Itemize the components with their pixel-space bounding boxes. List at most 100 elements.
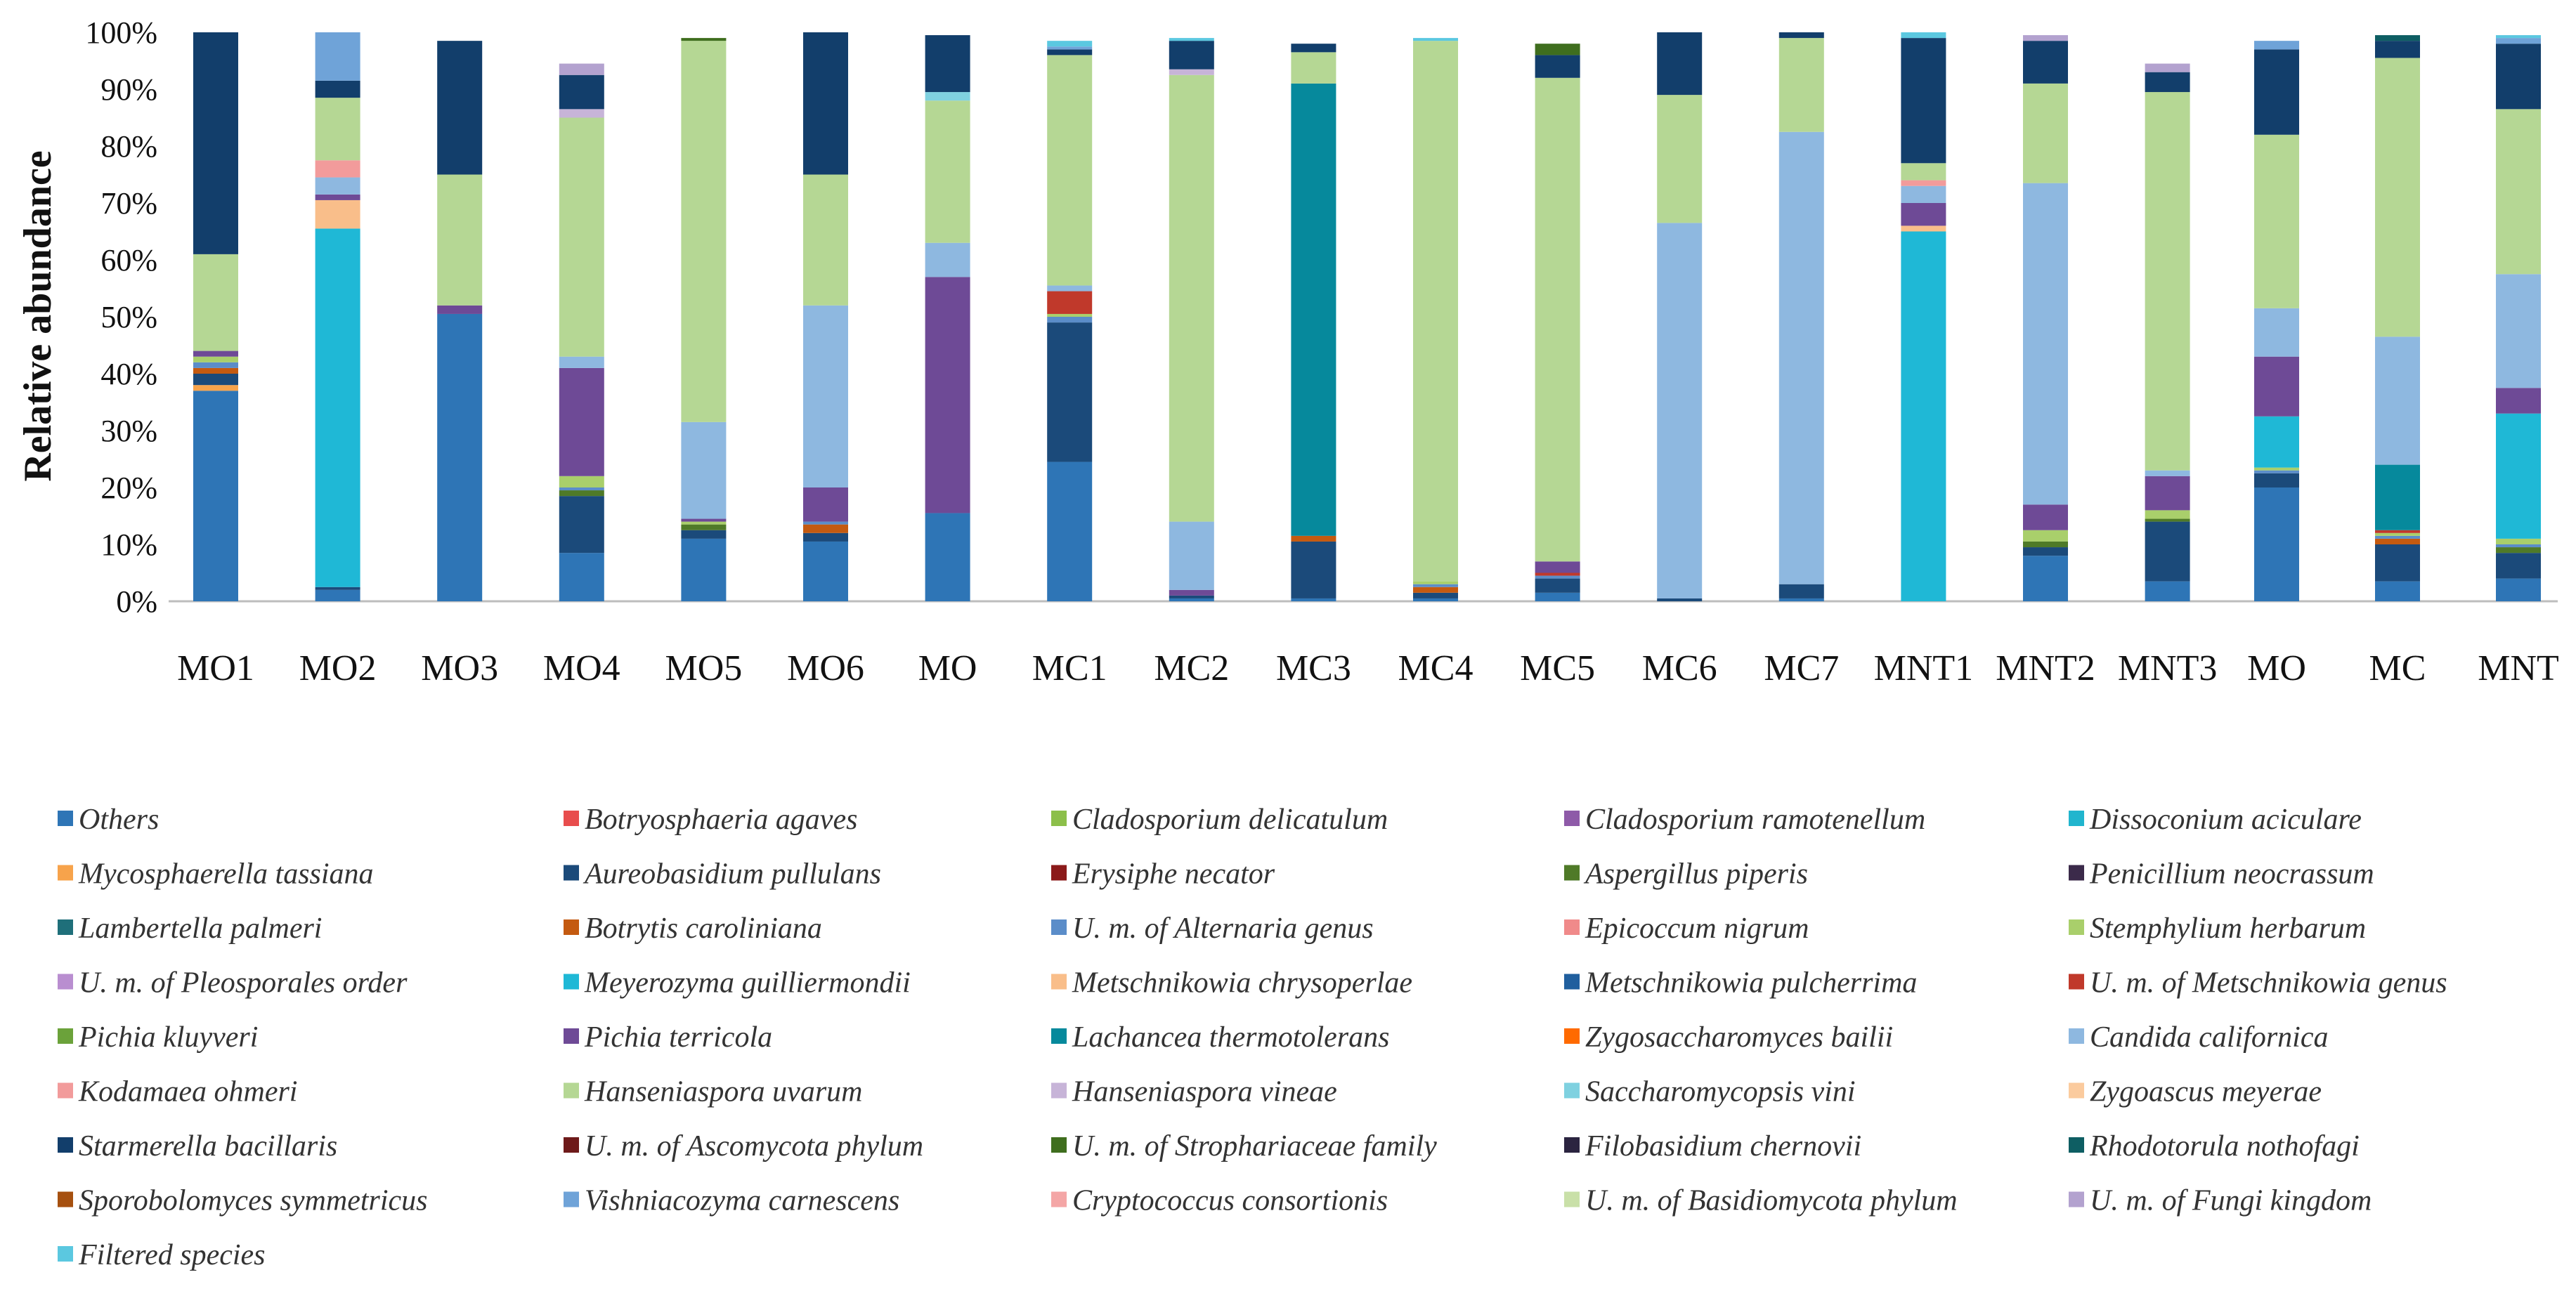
bar-segment <box>437 41 483 175</box>
legend-label: Filtered species <box>78 1239 266 1271</box>
legend-swatch <box>2069 974 2084 990</box>
bar-segment <box>315 228 360 587</box>
legend-label: Pichia terricola <box>584 1021 772 1054</box>
legend-swatch <box>1564 1028 1580 1044</box>
bar-segment <box>193 391 238 601</box>
bar-segment <box>2145 510 2190 519</box>
bar-segment <box>1291 541 1336 598</box>
legend-swatch <box>564 1082 579 1099</box>
x-tick-label: MO5 <box>665 648 743 688</box>
legend-swatch <box>1564 1191 1580 1207</box>
bar-segment <box>2254 470 2299 473</box>
bar-segment <box>2023 83 2068 183</box>
x-tick-label: MO6 <box>787 648 864 688</box>
bar-segment <box>559 117 604 357</box>
legend-swatch <box>564 919 579 935</box>
legend-swatch <box>58 919 73 935</box>
legend-label: Kodamaea ohmeri <box>78 1076 297 1108</box>
bar-segment <box>1901 163 1946 181</box>
legend-swatch <box>58 1137 73 1153</box>
legend-label: U. m. of Fungi kingdom <box>2090 1185 2372 1217</box>
legend-label: Filobasidium chernovii <box>1585 1130 1861 1163</box>
legend-label: Stemphylium herbarum <box>2090 912 2366 945</box>
bar-segment <box>2145 92 2190 471</box>
bar-segment <box>925 513 970 601</box>
bar-segment <box>559 476 604 487</box>
bar-segment <box>1901 203 1946 226</box>
legend-swatch <box>1564 811 1580 826</box>
legend-label: Zygoascus meyerae <box>2090 1076 2322 1108</box>
bar-segment <box>315 32 360 81</box>
bar-segment <box>681 41 727 422</box>
legend-swatch <box>564 811 579 826</box>
legend-swatch <box>2069 1137 2084 1153</box>
legend-swatch <box>564 1028 579 1044</box>
bar-segment <box>1535 575 1580 579</box>
bar-segment <box>1535 578 1580 593</box>
y-tick-label: 80% <box>100 129 157 164</box>
legend-swatch <box>564 1191 579 1207</box>
bar-segment <box>681 524 727 530</box>
bar-segment <box>925 242 970 277</box>
bar-segment <box>2023 504 2068 530</box>
bar-segment <box>2375 41 2420 58</box>
legend-swatch <box>1564 1137 1580 1153</box>
bar-segment <box>1047 317 1093 323</box>
y-tick-label: 50% <box>100 300 157 334</box>
legend-label: Cladosporium delicatulum <box>1072 804 1388 836</box>
legend-label: Meyerozyma guilliermondii <box>584 967 911 1000</box>
legend-swatch <box>2069 1028 2084 1044</box>
bar-segment <box>803 32 848 175</box>
bar-segment <box>2496 38 2541 44</box>
bar-segment <box>1047 285 1093 292</box>
bar-segment <box>1169 589 1214 596</box>
bar-segment <box>1535 572 1580 576</box>
legend-label: Aspergillus piperis <box>1583 858 1808 891</box>
legend-swatch <box>2069 919 2084 935</box>
legend-label: Aureobasidium pullulans <box>583 858 881 891</box>
bar-segment <box>1901 32 1946 39</box>
x-tick-label: MC3 <box>1276 648 1351 688</box>
bar-segment <box>193 374 238 386</box>
bar-segment <box>1657 223 1703 598</box>
legend-label: Epicoccum nigrum <box>1585 912 1809 945</box>
x-tick-label: MO1 <box>177 648 254 688</box>
x-tick-label: MC5 <box>1520 648 1595 688</box>
bar-segment <box>1291 52 1336 84</box>
bar-segment <box>437 313 483 601</box>
x-tick-label: MO3 <box>421 648 498 688</box>
legend-swatch <box>1051 1137 1067 1153</box>
bar-segment <box>1047 41 1093 47</box>
bar-segment <box>2496 538 2541 544</box>
x-tick-label: MO <box>918 648 977 688</box>
bar-segment <box>2254 467 2299 471</box>
legend-label: Botryosphaeria agaves <box>585 804 857 836</box>
bar-segment <box>2375 464 2420 530</box>
bar-segment <box>2145 476 2190 511</box>
bar-segment <box>1535 77 1580 562</box>
legend-swatch <box>2069 811 2084 826</box>
y-axis-ticks: 0% 10% 20% 30% 40% 50% 60% 70% 80% 90% 100% <box>85 15 157 619</box>
y-axis-label: Relative abundance <box>16 150 60 481</box>
bar-segment <box>315 587 360 590</box>
x-tick-label: MC <box>2369 648 2426 688</box>
legend-label: Zygosaccharomyces bailii <box>1585 1021 1893 1054</box>
bar-segment <box>1778 598 1824 601</box>
legend-label: Hanseniaspora vineae <box>1072 1076 1337 1108</box>
bar-segment <box>2496 109 2541 275</box>
bar-segment <box>1291 44 1336 53</box>
bar-segment <box>925 35 970 93</box>
legend-label: Sporobolomyces symmetricus <box>79 1185 428 1217</box>
bar-segment <box>1047 461 1093 601</box>
bar-segment <box>193 254 238 351</box>
legend-label: U. m. of Strophariaceae family <box>1072 1130 1437 1163</box>
y-tick-label: 90% <box>100 72 157 107</box>
bar-segment <box>681 421 727 519</box>
bar-segment <box>2496 553 2541 579</box>
bar-segment <box>2023 183 2068 505</box>
x-tick-label: MO <box>2247 648 2306 688</box>
legend-swatch <box>58 865 73 881</box>
bar-segment <box>2023 556 2068 601</box>
bar-segment <box>559 490 604 497</box>
